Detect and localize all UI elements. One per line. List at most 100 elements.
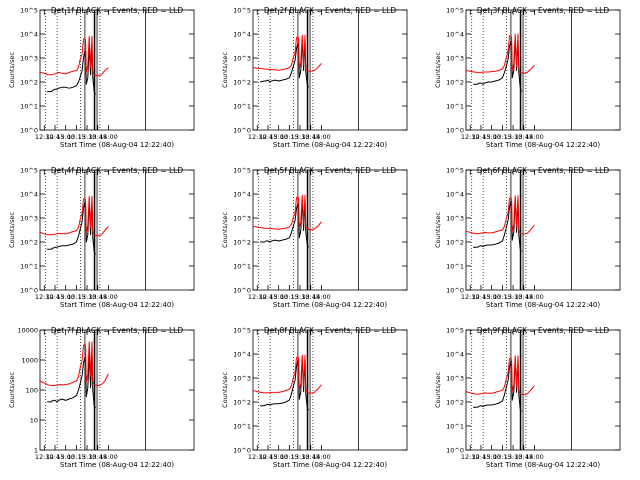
panel-title: Det 8f BLACK = Events, RED = LLD xyxy=(264,326,397,335)
plot-frame xyxy=(39,329,195,451)
x-tick-label: 13:30 xyxy=(78,293,97,301)
y-tick-label: 10^2 xyxy=(446,79,464,87)
lld-series-line xyxy=(252,194,322,231)
y-tick-label: 10^1 xyxy=(446,103,464,111)
x-tick-label: 13:00 xyxy=(482,453,501,461)
x-tick-label: 13:15 xyxy=(493,453,512,461)
detector-panel-4: Det 4f BLACK = Events, RED = LLD Counts/s… xyxy=(8,166,195,309)
x-tick-label: 14:00 xyxy=(99,293,118,301)
events-series-line xyxy=(260,358,310,411)
x-tick-label: 12:30 xyxy=(35,133,54,141)
y-tick-label: 10^1 xyxy=(446,423,464,431)
x-tick-label: 13:30 xyxy=(504,293,523,301)
y-tick-label: 10^3 xyxy=(446,215,464,223)
x-tick-label: 12:30 xyxy=(248,453,267,461)
x-tick-label: 12:30 xyxy=(35,453,54,461)
panel-title: Det 5f BLACK = Events, RED = LLD xyxy=(264,166,397,175)
x-tick-label: 13:45 xyxy=(88,133,107,141)
y-tick-label: 10^2 xyxy=(20,79,38,87)
events-series-line xyxy=(473,198,523,252)
x-tick-label: 12:45 xyxy=(46,133,65,141)
x-tick-label: 14:00 xyxy=(99,453,118,461)
x-tick-label: 13:00 xyxy=(56,453,75,461)
x-tick-label: 13:45 xyxy=(301,133,320,141)
lld-series-line xyxy=(465,195,535,235)
y-tick-label: 10^5 xyxy=(233,327,251,335)
detector-panel-8: Det 8f BLACK = Events, RED = LLD Counts/s… xyxy=(221,326,408,469)
y-tick-label: 10^5 xyxy=(233,167,251,175)
x-tick-label: 13:00 xyxy=(56,293,75,301)
y-tick-label: 10^0 xyxy=(233,287,251,295)
y-tick-label: 10^1 xyxy=(20,103,38,111)
events-series-line xyxy=(47,200,97,255)
y-tick-label: 10000 xyxy=(17,327,38,335)
events-series-line xyxy=(473,358,523,412)
lld-series-line xyxy=(39,35,109,77)
x-tick-label: 12:45 xyxy=(472,453,491,461)
x-tick-label: 12:45 xyxy=(46,293,65,301)
x-tick-label: 13:45 xyxy=(514,133,533,141)
panel-title: Det 7f BLACK = Events, RED = LLD xyxy=(51,326,184,335)
y-tick-label: 10^2 xyxy=(20,239,38,247)
y-tick-label: 10^0 xyxy=(446,447,464,455)
y-tick-label: 10^1 xyxy=(233,263,251,271)
y-tick-label: 10^4 xyxy=(446,351,464,359)
detector-panel-5: Det 5f BLACK = Events, RED = LLD Counts/s… xyxy=(221,166,408,309)
y-axis-label: Counts/sec xyxy=(434,212,442,248)
detector-panel-2: Det 2f BLACK = Events, RED = LLD Counts/s… xyxy=(221,6,408,149)
y-axis-label: Counts/sec xyxy=(8,212,16,248)
x-tick-label: 14:00 xyxy=(525,293,544,301)
plot-frame xyxy=(252,329,408,451)
x-tick-label: 12:45 xyxy=(472,293,491,301)
y-tick-label: 10^1 xyxy=(233,423,251,431)
x-tick-label: 13:00 xyxy=(482,133,501,141)
x-tick-label: 13:15 xyxy=(493,293,512,301)
lld-series-line xyxy=(465,33,535,74)
detector-panel-6: Det 6f BLACK = Events, RED = LLD Counts/s… xyxy=(434,166,621,309)
x-tick-label: 13:15 xyxy=(280,133,299,141)
x-tick-label: 12:45 xyxy=(259,133,278,141)
x-tick-label: 13:45 xyxy=(514,293,533,301)
x-tick-label: 13:30 xyxy=(504,133,523,141)
y-tick-label: 10^3 xyxy=(446,55,464,63)
x-tick-label: 13:15 xyxy=(67,453,86,461)
x-tick-label: 13:45 xyxy=(301,453,320,461)
y-tick-label: 10^1 xyxy=(20,263,38,271)
x-tick-label: 13:45 xyxy=(88,293,107,301)
x-tick-label: 13:30 xyxy=(291,453,310,461)
x-axis-label: Start Time (08-Aug-04 12:22:40) xyxy=(486,301,600,309)
plot-frame xyxy=(39,169,195,291)
y-axis-label: Counts/sec xyxy=(434,52,442,88)
y-tick-label: 10^5 xyxy=(446,167,464,175)
y-tick-label: 10^3 xyxy=(20,215,38,223)
y-tick-label: 10^0 xyxy=(233,447,251,455)
lld-series-line xyxy=(252,34,322,72)
x-tick-label: 13:15 xyxy=(67,293,86,301)
x-tick-label: 13:30 xyxy=(504,453,523,461)
y-tick-label: 10^2 xyxy=(446,399,464,407)
plot-frame xyxy=(465,9,621,131)
y-axis-label: Counts/sec xyxy=(434,372,442,408)
x-axis-label: Start Time (08-Aug-04 12:22:40) xyxy=(273,301,387,309)
x-tick-label: 14:00 xyxy=(312,133,331,141)
plot-frame xyxy=(465,169,621,291)
y-tick-label: 10^4 xyxy=(233,351,251,359)
x-tick-label: 14:00 xyxy=(525,133,544,141)
x-tick-label: 12:30 xyxy=(461,293,480,301)
y-tick-label: 10^0 xyxy=(20,127,38,135)
y-tick-label: 10^3 xyxy=(233,55,251,63)
events-series-line xyxy=(47,46,97,95)
detector-panel-9: Det 9f BLACK = Events, RED = LLD Counts/s… xyxy=(434,326,621,469)
plot-frame xyxy=(465,329,621,451)
y-tick-label: 10^3 xyxy=(446,375,464,383)
events-series-line xyxy=(259,40,310,88)
y-tick-label: 10^0 xyxy=(446,287,464,295)
y-tick-label: 10^2 xyxy=(233,399,251,407)
detector-panel-1: Det 1f BLACK = Events, RED = LLD Counts/s… xyxy=(8,6,195,149)
lld-series-line xyxy=(465,355,535,396)
x-tick-label: 14:00 xyxy=(99,133,118,141)
panel-title: Det 1f BLACK = Events, RED = LLD xyxy=(51,6,184,15)
y-axis-label: Counts/sec xyxy=(8,372,16,408)
x-tick-label: 13:00 xyxy=(269,293,288,301)
x-tick-label: 12:30 xyxy=(461,133,480,141)
